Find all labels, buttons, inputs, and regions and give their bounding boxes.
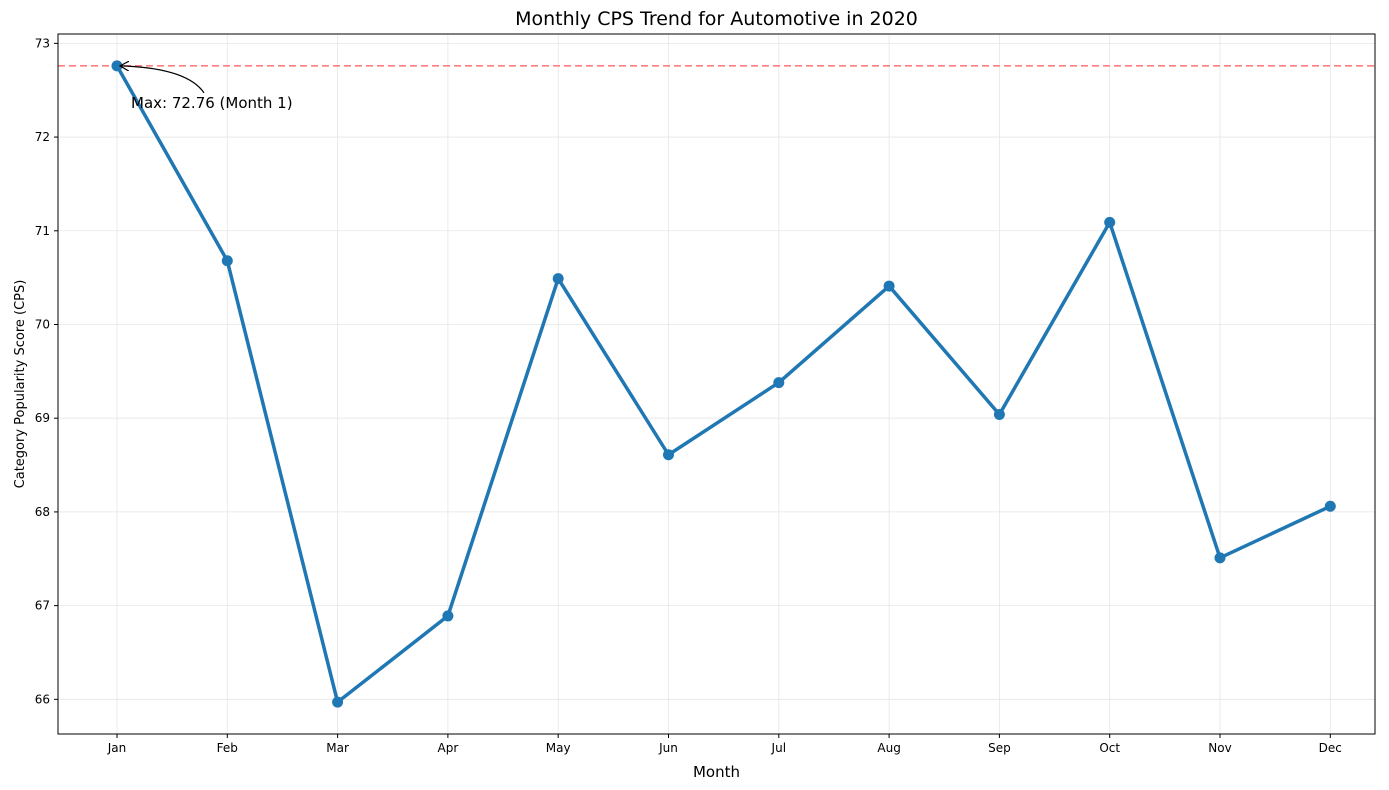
y-tick-label: 67 xyxy=(35,599,50,613)
x-tick-label: Apr xyxy=(438,741,459,755)
data-points xyxy=(111,60,1336,708)
x-axis-title: Month xyxy=(693,763,740,781)
axes xyxy=(57,33,1376,735)
x-tick-label: Dec xyxy=(1319,741,1342,755)
data-point-jul xyxy=(773,377,785,389)
plot-frame xyxy=(57,33,1376,735)
data-point-nov xyxy=(1214,552,1226,564)
y-tick-label: 71 xyxy=(35,224,50,238)
data-point-sep xyxy=(993,408,1005,420)
series-line xyxy=(115,64,1333,704)
data-point-oct xyxy=(1104,216,1116,228)
x-tick-label: Sep xyxy=(988,741,1011,755)
y-axis-title: Category Popularity Score (CPS) xyxy=(13,280,28,489)
max-annotation: Max: 72.76 (Month 1) xyxy=(120,66,293,112)
y-tick-label: 66 xyxy=(35,692,50,706)
x-axis-ticks: Jan Feb Mar Apr May Jun Jul Aug Sep Oct Nov Dec xyxy=(107,734,1342,755)
y-axis-ticks: 66 67 68 69 70 71 72 73 xyxy=(35,36,58,706)
x-tick-label: Oct xyxy=(1099,741,1120,755)
series-cps xyxy=(115,64,1333,704)
y-tick-label: 69 xyxy=(35,411,50,425)
x-tick-label: Aug xyxy=(877,741,900,755)
data-point-may xyxy=(552,273,564,285)
y-tick-label: 73 xyxy=(35,36,50,50)
x-tick-label: Nov xyxy=(1208,741,1231,755)
x-tick-label: Jun xyxy=(658,741,678,755)
annotation-arrow xyxy=(120,66,205,94)
y-tick-label: 68 xyxy=(35,505,50,519)
x-tick-label: Jan xyxy=(107,741,127,755)
data-point-apr xyxy=(442,610,454,622)
y-tick-label: 70 xyxy=(35,317,50,331)
grid xyxy=(58,34,1375,734)
data-point-feb xyxy=(221,255,233,267)
data-point-mar xyxy=(332,696,344,708)
data-point-aug xyxy=(883,280,895,292)
data-point-dec xyxy=(1324,500,1336,512)
y-tick-label: 72 xyxy=(35,130,50,144)
x-tick-label: Jul xyxy=(771,741,786,755)
annotation-label: Max: 72.76 (Month 1) xyxy=(131,94,293,112)
chart-title: Monthly CPS Trend for Automotive in 2020 xyxy=(515,8,918,30)
x-tick-label: May xyxy=(546,741,571,755)
x-tick-label: Mar xyxy=(326,741,349,755)
data-point-jun xyxy=(663,449,674,461)
x-tick-label: Feb xyxy=(217,741,238,755)
